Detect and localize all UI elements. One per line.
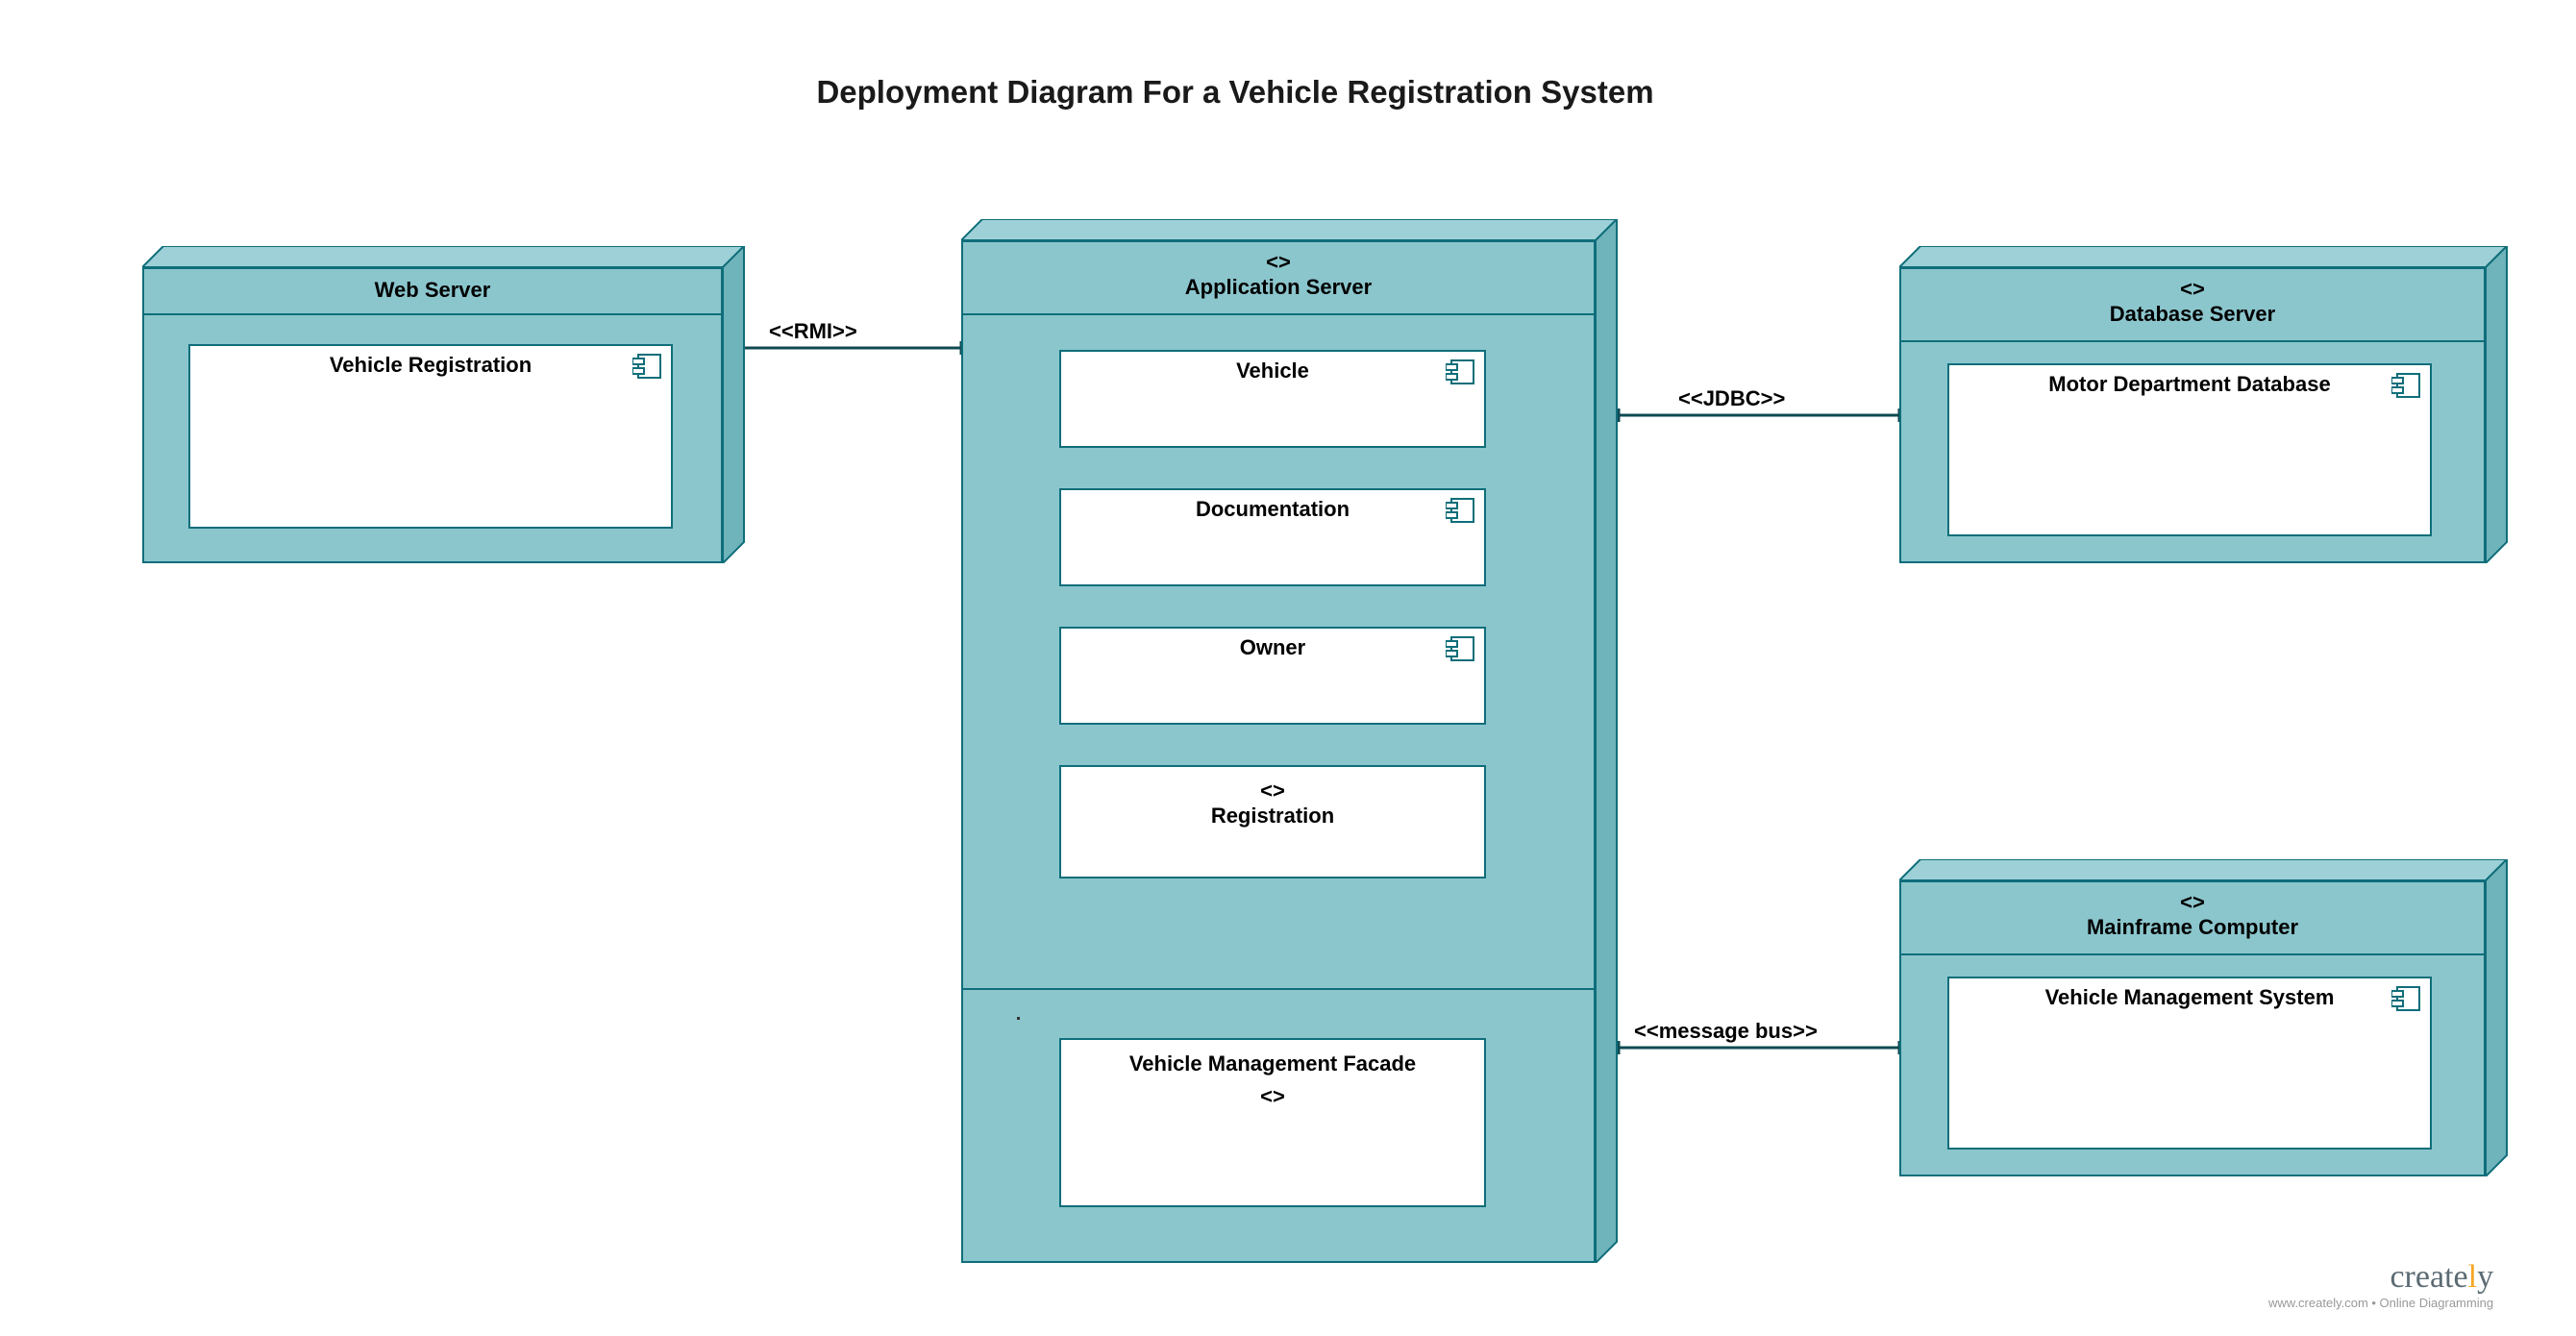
component-label: Vehicle: [1236, 359, 1309, 383]
component-label: Vehicle Management System: [2045, 985, 2335, 1009]
component-owner: Owner: [1059, 627, 1486, 725]
component-stereotype: <>: [1260, 1084, 1285, 1109]
component-icon: [1446, 498, 1474, 529]
edge-label-message-bus: <<message bus>>: [1634, 1019, 1818, 1044]
component-registration: <>Registration: [1059, 765, 1486, 878]
component-label: Owner: [1240, 635, 1305, 659]
component-documentation: Documentation: [1059, 488, 1486, 586]
node-header: <>Database Server: [1901, 269, 2484, 342]
component-label: Registration: [1211, 804, 1334, 829]
component-label: Motor Department Database: [2048, 372, 2330, 396]
component-stereotype: <>: [1260, 779, 1285, 804]
component-label: Documentation: [1196, 497, 1350, 521]
component-label: Vehicle Registration: [330, 353, 532, 377]
watermark: creately www.creately.com • Online Diagr…: [2268, 1259, 2493, 1310]
artifact-dot: [1017, 1017, 1020, 1020]
component-vehicle-management-system: Vehicle Management System: [1947, 977, 2432, 1150]
node-application-server: <>Application ServerVehicle Documentatio…: [961, 240, 1596, 1263]
node-header: <>Application Server: [963, 242, 1594, 315]
node-stereotype: <>: [1901, 277, 2484, 302]
component-icon: [632, 354, 661, 384]
watermark-sub: www.creately.com • Online Diagramming: [2268, 1296, 2493, 1310]
component-icon: [1446, 359, 1474, 390]
node-title: Web Server: [375, 269, 491, 311]
edge-label-rmi: <<RMI>>: [769, 319, 857, 344]
component-icon: [2391, 373, 2420, 404]
node-divider: [963, 988, 1594, 990]
node-title: Application Server: [1185, 275, 1372, 299]
component-icon: [1446, 636, 1474, 667]
node-title: Database Server: [2110, 302, 2275, 326]
watermark-brand: creately: [2268, 1259, 2493, 1296]
component-vehicle-management-facade: Vehicle Management Facade <>: [1059, 1038, 1486, 1207]
component-vehicle-registration: Vehicle Registration: [188, 344, 673, 529]
diagram-title: Deployment Diagram For a Vehicle Registr…: [711, 74, 1759, 111]
node-web-server: Web Server Vehicle Registration: [142, 267, 723, 563]
node-stereotype: <>: [963, 250, 1594, 275]
component-label: Vehicle Management Facade: [1129, 1051, 1416, 1076]
component-vehicle: Vehicle: [1059, 350, 1486, 448]
node-header: Web Server: [144, 269, 721, 315]
node-stereotype: <>: [1901, 890, 2484, 915]
component-icon: [2391, 986, 2420, 1017]
node-database-server: <>Database Server Motor Department Databa…: [1899, 267, 2486, 563]
component-motor-department-database: Motor Department Database: [1947, 363, 2432, 536]
node-title: Mainframe Computer: [2087, 915, 2298, 939]
node-mainframe-computer: <>Mainframe Computer Vehicle Management S…: [1899, 880, 2486, 1176]
node-header: <>Mainframe Computer: [1901, 882, 2484, 955]
edge-label-jdbc: <<JDBC>>: [1678, 386, 1785, 411]
diagram-canvas: Deployment Diagram For a Vehicle Registr…: [0, 0, 2576, 1336]
